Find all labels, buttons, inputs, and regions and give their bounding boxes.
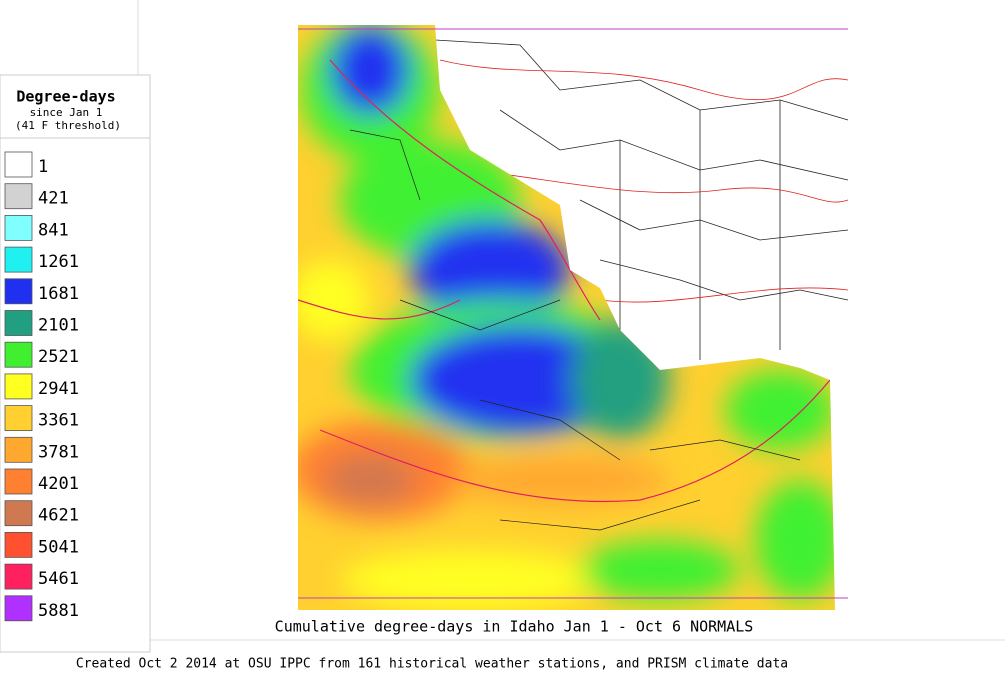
legend-swatch	[4, 183, 33, 210]
legend-swatch	[4, 373, 33, 400]
legend-swatch	[4, 246, 33, 273]
legend-label: 1	[38, 157, 48, 177]
legend-subtitle: since Jan 1	[30, 106, 103, 119]
legend-label: 5461	[38, 569, 79, 589]
legend-swatch	[4, 532, 33, 558]
legend-swatch	[4, 310, 33, 336]
legend-swatch	[4, 278, 33, 305]
legend-label: 2101	[38, 316, 79, 336]
legend-note: (41 F threshold)	[15, 119, 121, 132]
legend-label: 1261	[38, 252, 79, 272]
map-caption: Cumulative degree-days in Idaho Jan 1 - …	[275, 618, 754, 636]
legend-title: Degree-days	[16, 88, 115, 106]
legend-label: 5041	[38, 537, 79, 557]
legend-label: 421	[38, 189, 69, 209]
legend-label: 4621	[38, 506, 79, 526]
legend-swatch	[4, 214, 33, 241]
legend-label: 3781	[38, 442, 79, 462]
idaho-map	[298, 25, 835, 610]
legend-swatch	[4, 563, 33, 590]
legend-swatch	[4, 405, 33, 432]
legend-swatch	[4, 436, 33, 463]
legend-label: 1681	[38, 284, 79, 304]
legend-label: 4201	[38, 474, 79, 494]
neighbor-states	[297, 39, 849, 421]
legend-label: 2941	[38, 379, 79, 399]
legend-swatch	[4, 151, 33, 178]
legend-swatch	[4, 500, 33, 527]
legend-label: 5881	[38, 601, 79, 621]
legend-swatch	[4, 595, 33, 622]
footer-text: Created Oct 2 2014 at OSU IPPC from 161 …	[76, 657, 788, 672]
legend-swatch	[4, 341, 33, 368]
legend-swatch	[4, 468, 33, 495]
legend-label: 2521	[38, 347, 79, 367]
legend-label: 841	[38, 220, 69, 240]
roads	[439, 59, 849, 303]
legend-label: 3361	[38, 411, 79, 431]
